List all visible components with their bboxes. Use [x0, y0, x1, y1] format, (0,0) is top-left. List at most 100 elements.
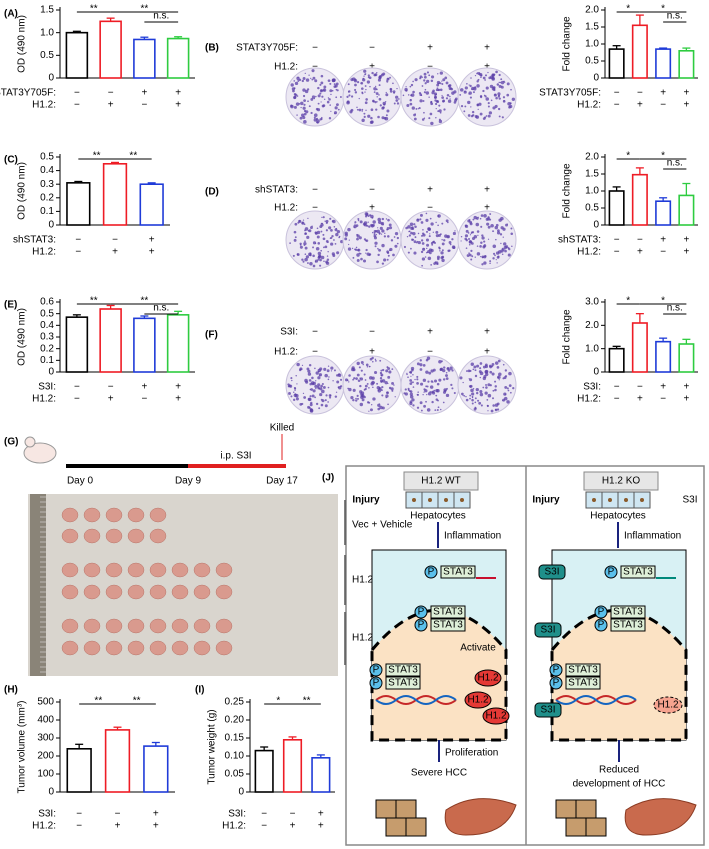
colony: [468, 243, 471, 246]
colony: [407, 387, 410, 390]
colony: [381, 394, 384, 397]
colony: [293, 93, 297, 96]
colony: [335, 232, 339, 237]
colony: [504, 375, 508, 378]
colony: [494, 388, 497, 392]
colony: [387, 403, 389, 406]
condition-label: S3I:: [228, 809, 246, 820]
y-tick-label: 1.5: [40, 5, 54, 16]
phospho: [604, 565, 618, 579]
colony: [463, 110, 466, 113]
colony: [476, 391, 479, 395]
plate-condition-value: +: [484, 185, 490, 196]
diagram-title: H1.2 WT: [421, 476, 460, 487]
colony: [387, 254, 390, 257]
y-axis-label: Fold change: [562, 16, 573, 71]
colony: [374, 358, 377, 361]
colony: [369, 365, 371, 368]
panel-label: (H): [4, 685, 18, 696]
colony: [427, 380, 430, 383]
colony: [372, 231, 374, 234]
phospho: P: [553, 678, 560, 689]
colony: [489, 84, 494, 89]
colony: [476, 230, 480, 233]
y-axis-label: Tumor volume (mm³): [17, 701, 28, 794]
colony: [296, 253, 300, 257]
colony: [465, 247, 468, 249]
condition-value: −: [614, 100, 620, 111]
colony: [367, 221, 369, 223]
colony: [386, 109, 390, 113]
colony: [422, 247, 426, 251]
colony: [393, 91, 396, 94]
colony: [496, 83, 500, 86]
colony: [314, 259, 319, 263]
colony: [449, 243, 452, 246]
tumor: [61, 528, 79, 544]
colony: [314, 396, 317, 399]
colony: [385, 394, 389, 398]
colony: [325, 229, 328, 232]
condition-value: −: [112, 235, 118, 246]
colony: [309, 403, 313, 407]
colony: [368, 76, 372, 80]
tumor: [193, 618, 211, 634]
colony: [446, 367, 450, 371]
colony: [380, 381, 383, 383]
colony: [448, 84, 452, 87]
colony: [434, 96, 437, 99]
colony: [446, 94, 450, 97]
bar: [608, 190, 625, 226]
condition-label: H1.2:: [32, 100, 56, 111]
colony: [336, 251, 340, 255]
phospho: [594, 605, 608, 619]
condition-value: −: [660, 394, 666, 405]
colony: [309, 395, 312, 398]
colony: [451, 387, 454, 390]
phospho: P: [553, 665, 560, 676]
colony: [372, 220, 376, 224]
colony: [377, 227, 379, 229]
colony: [386, 250, 389, 254]
condition-value: −: [76, 809, 82, 820]
colony: [438, 119, 443, 124]
colony: [289, 384, 293, 388]
y-tick-label: 300: [37, 733, 54, 744]
colony: [300, 106, 302, 109]
colony: [468, 238, 471, 241]
colony: [365, 109, 367, 111]
bar: [66, 747, 92, 793]
hepatocytes: Hepatocytes: [590, 511, 646, 522]
colony: [487, 105, 490, 108]
colony: [290, 395, 293, 398]
condition-value: +: [115, 821, 121, 832]
colony: [393, 384, 395, 386]
colony: [417, 240, 421, 245]
timeline-label: Day 9: [175, 476, 202, 487]
colony: [410, 83, 414, 87]
colony: [310, 97, 314, 101]
colony: [417, 108, 420, 110]
colony: [298, 103, 301, 105]
colony: [498, 73, 501, 77]
colony: [320, 223, 324, 227]
colony: [388, 223, 392, 227]
colony: [493, 88, 496, 92]
colony: [497, 359, 501, 363]
colony: [302, 392, 305, 395]
tumor: [127, 584, 145, 600]
colony: [387, 367, 391, 370]
colony: [298, 78, 302, 82]
colony: [427, 391, 432, 396]
colony: [468, 253, 472, 257]
colony: [358, 236, 362, 240]
colony: [321, 399, 325, 403]
colony: [339, 96, 342, 98]
colony: [449, 98, 451, 100]
colony: [487, 238, 490, 240]
colony: [347, 247, 352, 251]
bar: [166, 37, 190, 79]
colony: [294, 393, 297, 396]
colony: [317, 258, 320, 261]
colony: [303, 396, 307, 399]
